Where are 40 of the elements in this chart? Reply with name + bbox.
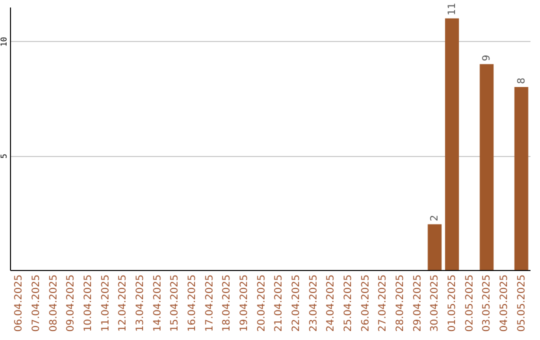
data-label: 2 — [430, 214, 441, 222]
x-tick-label: 02.05.2025 — [464, 274, 476, 332]
x-tick-label: 06.04.2025 — [14, 274, 25, 332]
x-tick-label: 22.04.2025 — [291, 274, 302, 332]
y-tick-label: 5 — [0, 154, 8, 159]
x-tick-label: 17.04.2025 — [204, 274, 216, 332]
data-label: 9 — [482, 54, 493, 62]
x-tick-label: 08.04.2025 — [48, 274, 60, 332]
x-tick-label: 30.04.2025 — [430, 274, 441, 332]
x-tick-label: 21.04.2025 — [274, 274, 285, 332]
x-tick-label: 10.04.2025 — [83, 274, 94, 332]
x-tick-label: 29.04.2025 — [412, 274, 424, 332]
bar — [514, 87, 528, 270]
x-tick-label: 15.04.2025 — [170, 274, 181, 332]
x-tick-label: 05.05.2025 — [516, 274, 528, 332]
x-tick-label: 03.05.2025 — [482, 274, 493, 332]
x-tick-label: 27.04.2025 — [378, 274, 389, 332]
data-label: 11 — [447, 2, 458, 16]
x-tick-label: 16.04.2025 — [187, 274, 198, 332]
x-tick-label: 28.04.2025 — [395, 274, 406, 332]
data-label: 8 — [516, 78, 528, 84]
bar — [445, 18, 459, 270]
x-tick-label: 23.04.2025 — [308, 274, 320, 332]
x-tick-label: 19.04.2025 — [239, 274, 250, 332]
y-tick-label: 10 — [0, 36, 8, 47]
x-tick-label: 12.04.2025 — [118, 274, 129, 332]
x-tick-label: 07.04.2025 — [31, 274, 42, 332]
x-tick-label: 14.04.2025 — [152, 274, 164, 332]
x-tick-label: 01.05.2025 — [447, 274, 458, 332]
x-tick-label: 25.04.2025 — [343, 274, 354, 332]
x-tick-label: 20.04.2025 — [256, 274, 268, 332]
x-tick-label: 18.04.2025 — [222, 274, 233, 332]
x-tick-label: 04.05.2025 — [499, 274, 510, 332]
x-tick-label: 11.04.2025 — [100, 274, 112, 332]
x-tick-label: 26.04.2025 — [360, 274, 372, 332]
x-tick-label: 09.04.2025 — [66, 274, 77, 332]
x-tick-label: 24.04.2025 — [326, 274, 337, 332]
x-tick-label: 13.04.2025 — [135, 274, 146, 332]
bar — [480, 64, 494, 270]
bar — [428, 224, 442, 270]
